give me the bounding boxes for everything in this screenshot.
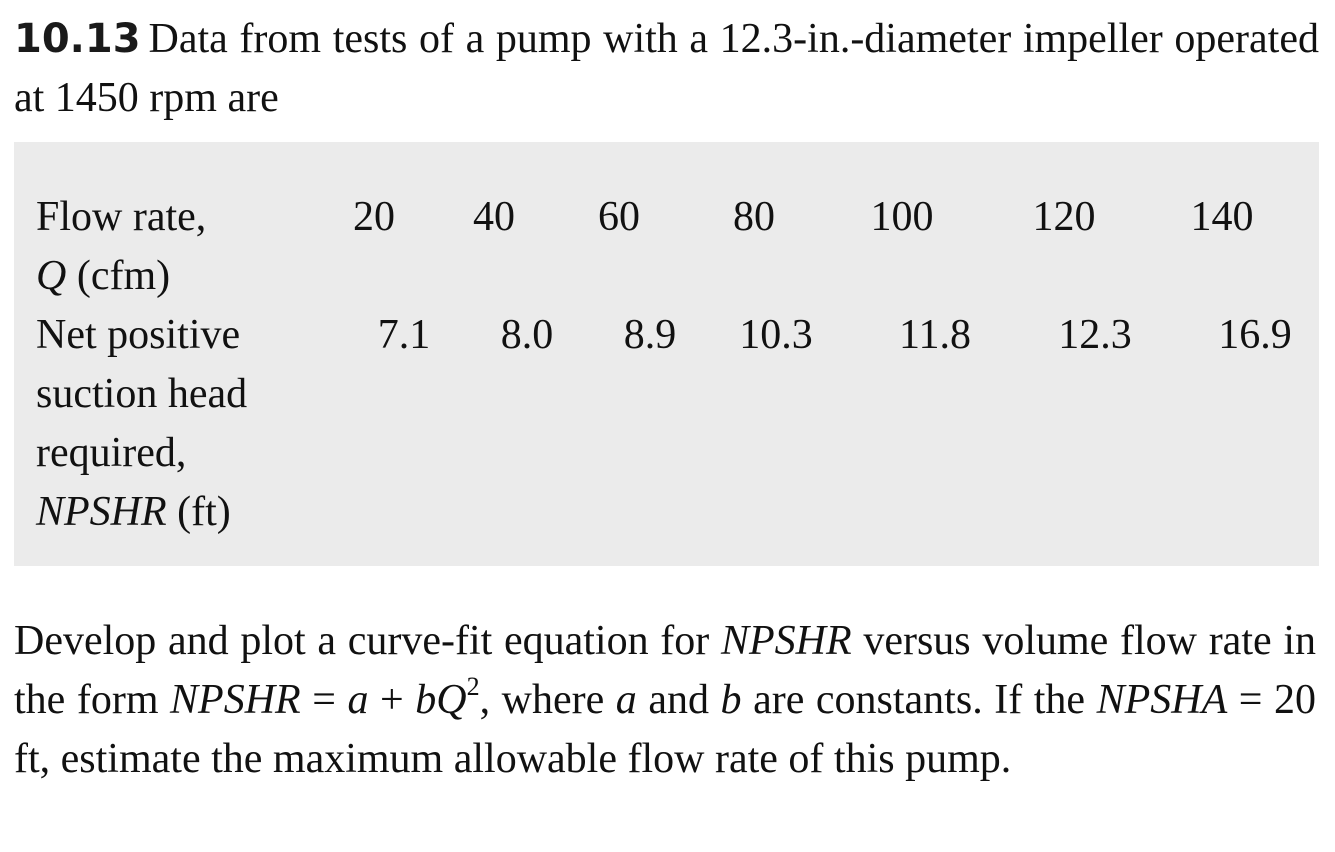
problem-number: 10.13 [14,16,141,62]
question-text: and [636,677,721,723]
npshr-label-line4: NPSHR (ft) [36,483,247,542]
npshr-symbol: NPSHR [36,489,167,535]
flow-rate-label: Flow rate, Q (cfm) [36,188,206,306]
question-exponent: 2 [466,672,480,701]
flow-rate-value: 140 [1190,194,1254,240]
question-symbol: a [347,677,369,723]
npshr-label-line1: Net positive [36,312,241,358]
problem-intro-text: Data from tests of a pump with a 12.3-in… [14,16,1319,121]
question-symbol: NPSHA [1096,677,1228,723]
flow-rate-value: 20 [353,194,395,240]
question-symbol: NPSHR [170,677,301,723]
question-text: = 20 ft, estimate the maximum allowable … [14,677,1317,782]
question-symbol: b [720,677,742,723]
flow-rate-value: 80 [733,194,775,240]
question-text: Develop and plot a curve-fit equation fo… [14,618,721,664]
npshr-value: 11.8 [899,312,971,358]
npshr-value: 8.0 [500,312,554,358]
question-text: , where [479,677,616,723]
npshr-unit: (ft) [166,489,231,535]
question-text: = [300,677,348,723]
question-symbol: NPSHR [720,618,852,664]
npshr-value: 8.9 [623,312,677,358]
question-text: + [368,677,416,723]
question-symbol: bQ [415,677,467,723]
npshr-value: 12.3 [1058,312,1132,358]
question-text: are constants. If the [741,677,1097,723]
npshr-value: 16.9 [1218,312,1292,358]
data-table: Flow rate, Q (cfm) 20 40 60 80 100 120 1… [14,142,1319,566]
flow-rate-label-line2: Q (cfm) [36,247,206,306]
flow-rate-label-line1: Flow rate, [36,194,207,240]
npshr-label-line3: required, [36,430,187,476]
flow-rate-value: 60 [598,194,640,240]
npshr-label: Net positive suction head required, NPSH… [36,306,247,542]
flow-rate-value: 100 [870,194,934,240]
problem-intro: 10.13 Data from tests of a pump with a 12… [14,10,1319,128]
flow-rate-value: 120 [1032,194,1096,240]
flow-rate-value: 40 [473,194,515,240]
npshr-label-line2: suction head [36,371,248,417]
npshr-value: 10.3 [739,312,813,358]
flow-rate-unit: (cfm) [66,253,171,299]
flow-rate-symbol: Q [36,253,67,299]
npshr-value: 7.1 [377,312,431,358]
question-symbol: a [615,677,637,723]
problem-question: Develop and plot a curve-fit equation fo… [14,612,1316,789]
question-text: versus volume flow rate in the form [14,618,1317,723]
